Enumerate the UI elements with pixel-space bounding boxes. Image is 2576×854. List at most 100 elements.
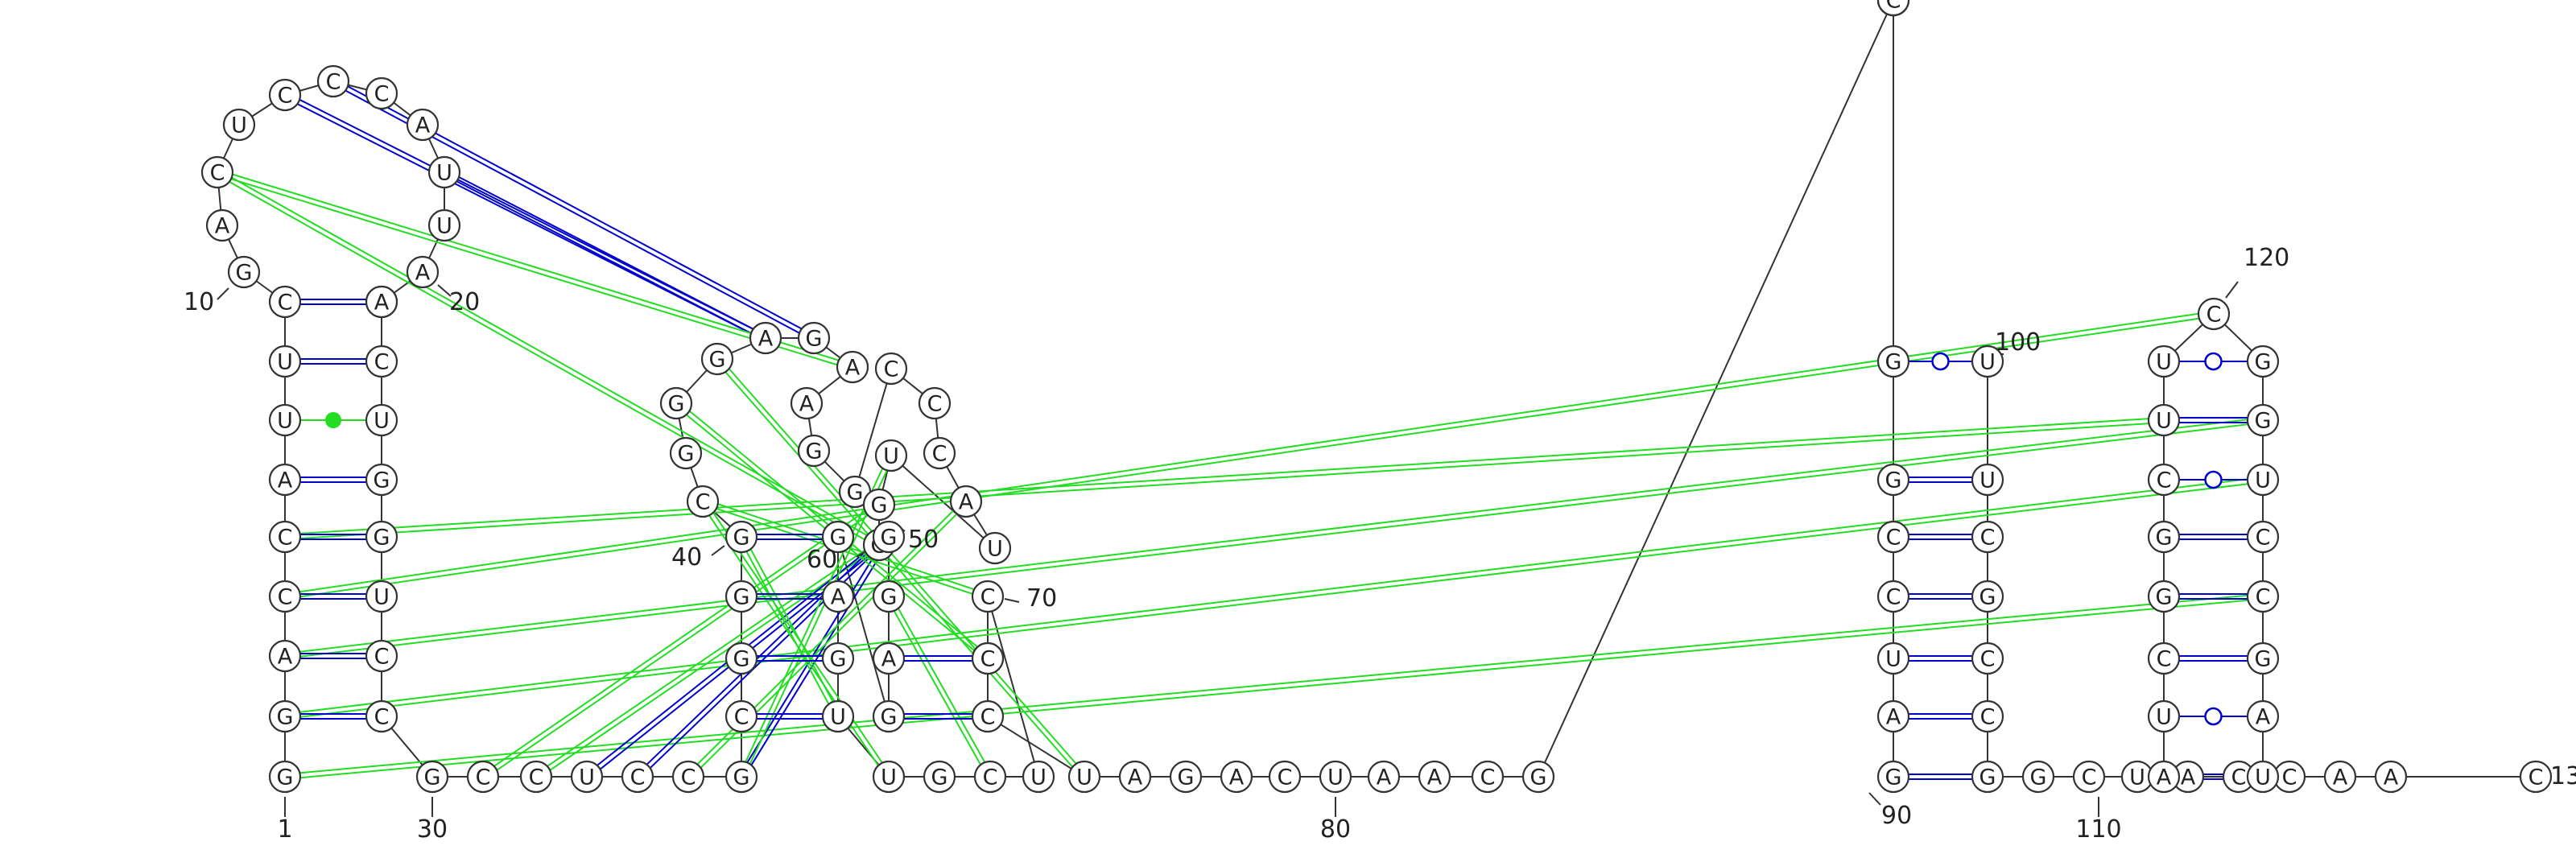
nucleotide: G bbox=[1521, 760, 1555, 794]
nucleotide: U bbox=[268, 344, 302, 378]
nucleotide-circle bbox=[1971, 580, 2004, 613]
nucleotide-circle bbox=[466, 760, 500, 794]
long-range-interaction-line bbox=[444, 169, 767, 337]
nucleotide: C bbox=[686, 485, 720, 518]
nucleotide-letter: C bbox=[884, 357, 899, 382]
nucleotide: U bbox=[2246, 463, 2280, 497]
nucleotide: G bbox=[700, 342, 734, 376]
nucleotide: C bbox=[200, 155, 234, 189]
nucleotide-letter: C bbox=[278, 585, 293, 610]
nucleotide-circle bbox=[659, 386, 693, 420]
nucleotide: C bbox=[1971, 520, 2004, 554]
nucleotide-circle bbox=[872, 760, 906, 794]
nucleotide-circle bbox=[365, 639, 398, 673]
nucleotide-letter: G bbox=[931, 765, 948, 790]
nucleotide-letter: U bbox=[881, 765, 897, 790]
nucleotide-circle bbox=[227, 255, 261, 289]
nucleotide-circle bbox=[2246, 699, 2280, 733]
long-range-interactions bbox=[216, 78, 2264, 780]
nucleotide-letter: G bbox=[709, 348, 726, 373]
nucleotide-circle bbox=[1067, 760, 1101, 794]
nucleotide: G bbox=[2147, 580, 2181, 613]
nucleotide-circle bbox=[2519, 760, 2553, 794]
long-range-interaction-line bbox=[284, 593, 2263, 776]
nucleotide: G bbox=[268, 699, 302, 733]
nucleotide-letter: U bbox=[1979, 468, 1996, 493]
nucleotide-letter: A bbox=[845, 356, 861, 381]
nucleotide: C bbox=[268, 580, 302, 613]
nucleotide-circle bbox=[949, 485, 983, 518]
nucleotide: C bbox=[1876, 580, 1910, 613]
wobble-pair-dot bbox=[325, 412, 341, 428]
nucleotide: A bbox=[365, 285, 398, 319]
number-tick bbox=[217, 287, 229, 300]
long-range-interaction-line bbox=[216, 173, 852, 370]
nucleotide: G bbox=[821, 642, 855, 675]
nucleotide-letter: G bbox=[1979, 765, 1996, 790]
nucleotide-circle bbox=[268, 639, 302, 673]
nucleotide-circle bbox=[821, 699, 855, 733]
nucleotide-circle bbox=[2197, 297, 2231, 331]
nucleotide-circle bbox=[205, 208, 239, 242]
nucleotide-letter: G bbox=[1979, 585, 1996, 610]
nucleotide-letter: C bbox=[278, 526, 293, 551]
nucleotide-letter: A bbox=[278, 468, 293, 493]
nucleotide: C bbox=[2222, 760, 2256, 794]
nucleotide-letter: U bbox=[830, 705, 846, 730]
nucleotide-circle bbox=[872, 580, 906, 613]
nucleotide-letter: C bbox=[278, 291, 293, 316]
nucleotide-letter: A bbox=[1377, 765, 1392, 790]
noncanonical-pair-circle bbox=[2204, 352, 2223, 371]
nucleotide-circle bbox=[621, 760, 654, 794]
nucleotide: G bbox=[365, 520, 398, 554]
nucleotide-letter: C bbox=[374, 350, 390, 375]
nucleotide-circle bbox=[1876, 699, 1910, 733]
nucleotide-circle bbox=[2246, 403, 2280, 437]
nucleotide: C bbox=[1876, 0, 1910, 17]
number-tick bbox=[2225, 281, 2239, 299]
nucleotide-circle bbox=[2374, 760, 2408, 794]
number-tick bbox=[1004, 598, 1020, 603]
nucleotide-letter: A bbox=[831, 585, 846, 610]
nucleotide: U bbox=[570, 760, 604, 794]
nucleotide: C bbox=[1971, 642, 2004, 675]
nucleotide-letter: G bbox=[277, 765, 294, 790]
nucleotide: U bbox=[268, 403, 302, 437]
nucleotide-circle bbox=[1876, 344, 1910, 378]
nucleotide-circle bbox=[724, 642, 758, 675]
nucleotide-circle bbox=[1022, 760, 1055, 794]
nucleotide-letter: A bbox=[1128, 765, 1143, 790]
nucleotide-circle bbox=[268, 285, 302, 319]
nucleotide-letter: A bbox=[215, 214, 230, 239]
nucleotide-letter: G bbox=[847, 481, 864, 505]
nucleotide-letter: C bbox=[980, 705, 996, 730]
nucleotide-circle bbox=[406, 108, 440, 142]
nucleotide-letter: C bbox=[476, 765, 491, 790]
nucleotide-letter: G bbox=[277, 705, 294, 730]
nucleotide: C bbox=[268, 520, 302, 554]
nucleotide-circle bbox=[978, 531, 1012, 565]
position-number: 40 bbox=[671, 543, 702, 571]
nucleotide: A bbox=[406, 108, 440, 142]
nucleotide-circle bbox=[268, 760, 302, 794]
nucleotide-letter: U bbox=[1979, 350, 1996, 375]
nucleotide: C bbox=[1268, 760, 1302, 794]
nucleotide: G bbox=[923, 760, 956, 794]
nucleotide: U bbox=[222, 108, 256, 142]
nucleotide-letter: U bbox=[374, 585, 390, 610]
nucleotide-letter: C bbox=[983, 765, 998, 790]
nucleotide-letter: G bbox=[374, 468, 390, 493]
nucleotide-circle bbox=[427, 208, 461, 242]
nucleotide-letter: A bbox=[2157, 765, 2172, 790]
nucleotide-circle bbox=[2147, 642, 2181, 675]
nucleotide-circle bbox=[2147, 520, 2181, 554]
nucleotide-circle bbox=[971, 580, 1005, 613]
nucleotide-circle bbox=[1971, 699, 2004, 733]
nucleotide-circle bbox=[971, 699, 1005, 733]
nucleotide-circle bbox=[1971, 760, 2004, 794]
nucleotide-circle bbox=[1971, 463, 2004, 497]
nucleotide-circle bbox=[268, 520, 302, 554]
nucleotide: U bbox=[1022, 760, 1055, 794]
nucleotide-letter: C bbox=[2231, 765, 2247, 790]
long-range-interaction-line bbox=[714, 360, 1084, 779]
